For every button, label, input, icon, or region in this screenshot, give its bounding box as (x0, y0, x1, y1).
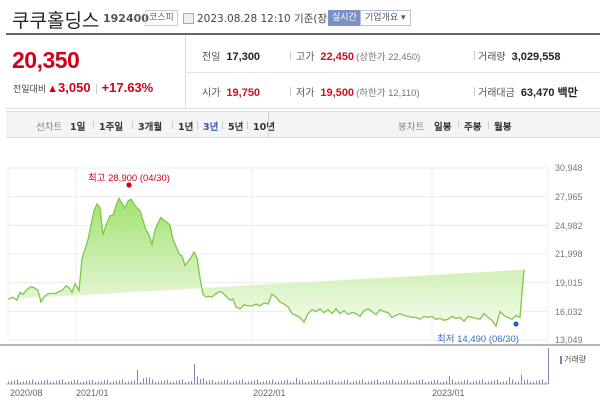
calendar-clock-icon (183, 13, 194, 24)
stock-header: 쿠쿠홀딩스 192400 코스피 2023.08.28 12:10 기준(장중)… (0, 0, 600, 34)
period-1w[interactable]: 1주일 (99, 122, 124, 133)
volume: 거래량 3,029,558 (478, 51, 561, 63)
x-tick: 2020/08 (10, 388, 43, 398)
up-arrow-icon: ▲ (47, 83, 59, 95)
separator (222, 121, 223, 129)
current-price: 20,350 (12, 47, 80, 73)
price-chart[interactable]: 최고 28,900 (04/30) 최저 14,490 (06/30) 30,9… (0, 140, 600, 403)
company-name: 쿠쿠홀딩스 (12, 10, 100, 32)
line-chart-label: 선차트 (36, 122, 63, 133)
period-3y[interactable]: 3년 (203, 122, 219, 133)
candle-monthly[interactable]: 월봉 (494, 122, 512, 133)
separator (290, 51, 291, 60)
high-price: 고가 22,450 (상한가 22,450) (296, 51, 421, 63)
divider (6, 33, 600, 35)
company-info-dropdown[interactable]: 기업개요 ▾ (360, 10, 411, 26)
high-marker (126, 182, 132, 188)
candle-weekly[interactable]: 주봉 (464, 122, 482, 133)
separator (290, 87, 291, 96)
period-3m[interactable]: 3개월 (138, 122, 163, 133)
separator (95, 83, 97, 94)
y-tick: 16,032 (555, 307, 583, 317)
row-divider (186, 72, 600, 73)
y-tick: 24,982 (555, 221, 583, 231)
y-tick: 13,049 (555, 335, 583, 345)
volume-legend-swatch (560, 355, 562, 364)
current-price-box: 20,350 전일대비▲3,050 +17.63% (6, 35, 186, 109)
low-marker (513, 321, 519, 327)
period-1y[interactable]: 1년 (178, 122, 194, 133)
price-summary: 20,350 전일대비▲3,050 +17.63% 전일 17,300 시가 19,7… (6, 35, 600, 109)
separator (488, 121, 489, 129)
change-label: 전일대비 (13, 84, 47, 94)
x-tick: 2021/01 (76, 388, 109, 398)
volume-legend: 거래량 (560, 354, 586, 365)
change-row: 전일대비▲3,050 +17.63% (13, 80, 153, 95)
change-value: 3,050 (58, 80, 91, 95)
separator (172, 121, 173, 129)
x-tick: 2022/01 (253, 388, 286, 398)
divider (268, 112, 269, 137)
separator (458, 121, 459, 129)
y-tick: 19,015 (555, 278, 583, 288)
y-tick: 21,998 (555, 249, 583, 259)
separator (474, 51, 475, 60)
separator (197, 121, 198, 129)
separator (474, 87, 475, 96)
candle-daily[interactable]: 일봉 (434, 122, 452, 133)
period-10y[interactable]: 10년 (253, 122, 275, 133)
x-tick: 2023/01 (432, 388, 465, 398)
separator (132, 121, 133, 129)
high-annotation: 최고 28,900 (04/30) (88, 173, 170, 184)
change-percent: +17.63% (101, 80, 154, 95)
separator (247, 121, 248, 129)
prev-close: 전일 17,300 (202, 51, 261, 63)
period-5y[interactable]: 5년 (228, 122, 244, 133)
low-price: 저가 19,500 (하한가 12,110) (296, 87, 420, 99)
separator (93, 121, 94, 129)
y-tick: 30,948 (555, 163, 583, 173)
candle-chart-label: 봉차트 (398, 122, 425, 133)
period-1d[interactable]: 1일 (70, 122, 86, 133)
trade-amount: 거래대금 63,470 백만 (478, 87, 578, 99)
stock-code: 192400 (103, 12, 149, 25)
low-annotation: 최저 14,490 (06/30) (437, 334, 519, 345)
y-tick: 27,965 (555, 192, 583, 202)
period-bar: 선차트 1일 1주일 3개월 1년 3년 5년 10년 봉차트 일봉 주봉 월봉 (6, 111, 600, 138)
chart-canvas (0, 167, 600, 385)
market-badge: 코스피 (145, 10, 178, 26)
timestamp: 2023.08.28 12:10 기준(장중) (197, 13, 341, 25)
realtime-button[interactable]: 실시간 (328, 10, 361, 26)
open-price: 시가 19,750 (202, 87, 261, 99)
